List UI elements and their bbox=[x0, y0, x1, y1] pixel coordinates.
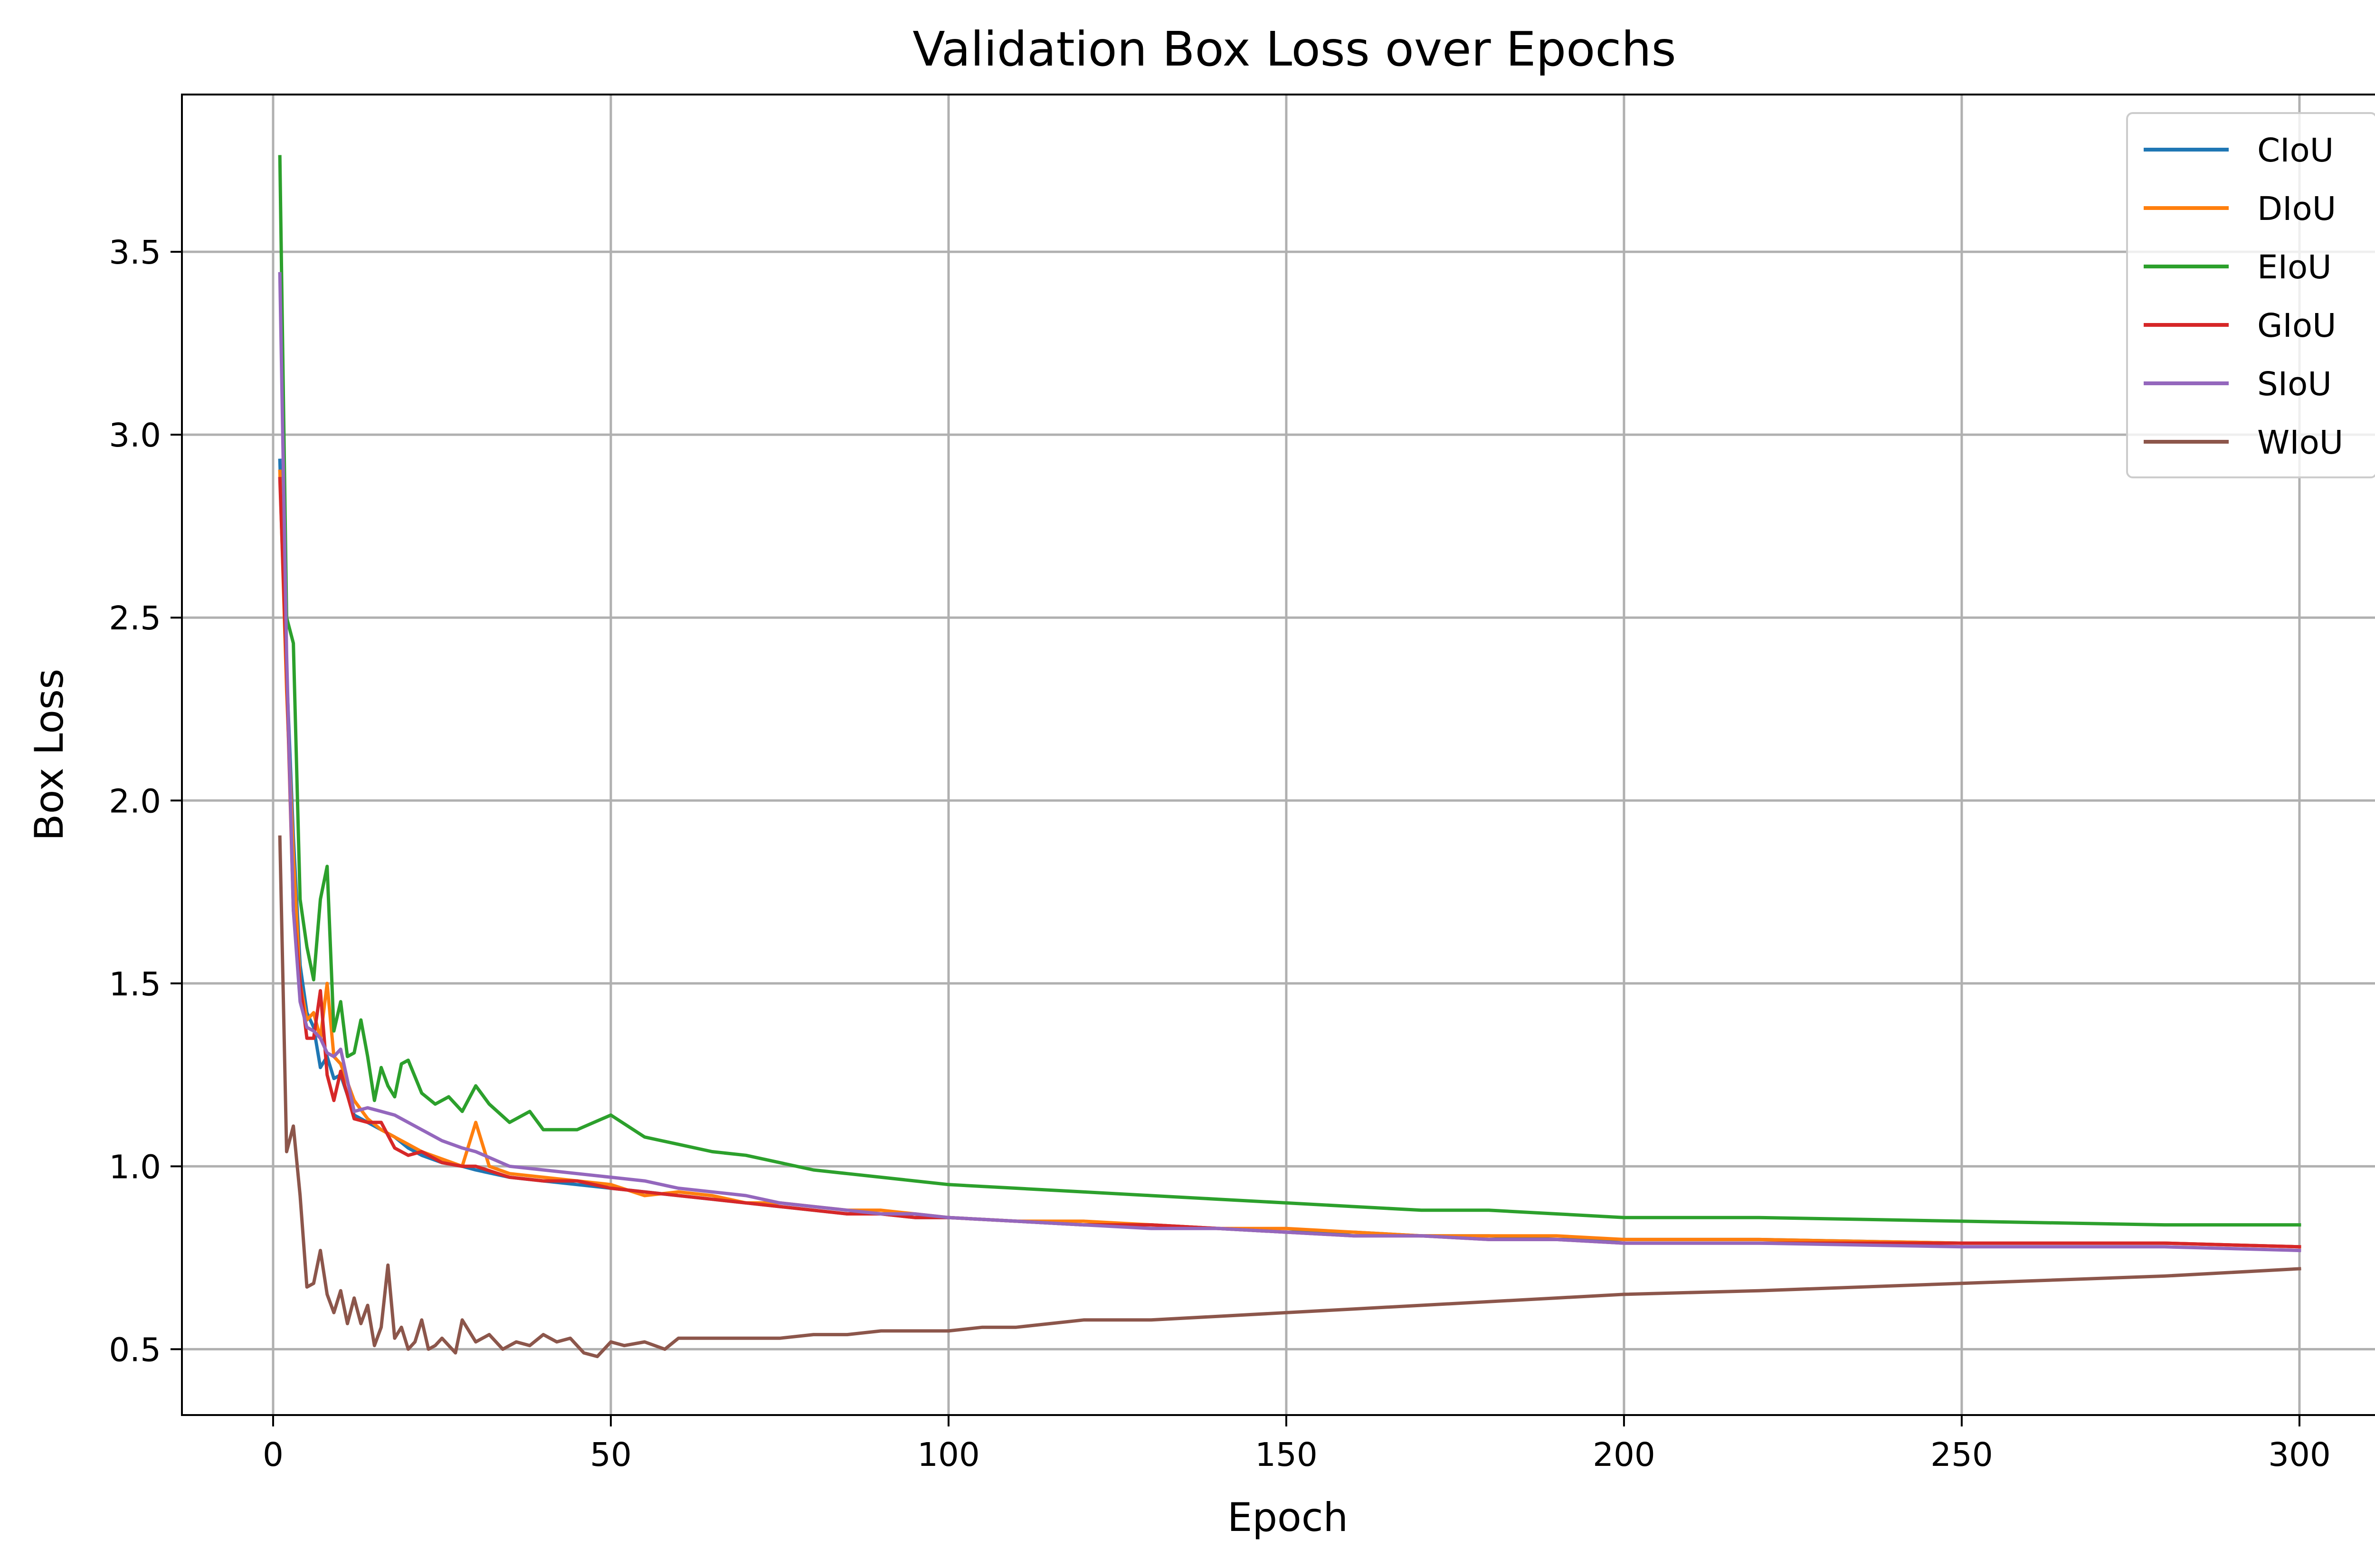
axis-ticks: 0 50 100 150 200 250 300 0.5 1.0 1.5 2.0 2.5 3.0 3.5 bbox=[109, 234, 2331, 1474]
x-axis-label: Epoch bbox=[1227, 1494, 1348, 1540]
y-tick-label: 3.5 bbox=[109, 234, 161, 272]
y-tick-label: 1.0 bbox=[109, 1148, 161, 1186]
chart-title: Validation Box Loss over Epochs bbox=[912, 21, 1676, 77]
legend-label-giou: GIoU bbox=[2257, 307, 2337, 345]
x-tick-label: 150 bbox=[1255, 1436, 1318, 1474]
y-tick-label: 3.0 bbox=[109, 417, 161, 455]
series-line-wiou bbox=[278, 835, 2301, 1359]
x-tick-label: 300 bbox=[2268, 1436, 2331, 1474]
legend-label-wiou: WIoU bbox=[2257, 424, 2343, 462]
grid-lines bbox=[182, 95, 2375, 1415]
x-tick-label: 50 bbox=[590, 1436, 632, 1474]
legend-box bbox=[2126, 112, 2375, 478]
legend-label-diou: DIoU bbox=[2257, 190, 2336, 228]
y-tick-label: 2.0 bbox=[109, 782, 161, 820]
plot-frame bbox=[181, 94, 2375, 1416]
legend: CIoU DIoU EIoU GIoU SIoU WIoU bbox=[2126, 112, 2375, 478]
legend-label-eiou: EIoU bbox=[2257, 248, 2332, 286]
x-tick-label: 250 bbox=[1930, 1436, 1993, 1474]
y-tick-label: 0.5 bbox=[109, 1331, 161, 1369]
y-tick-label: 2.5 bbox=[109, 599, 161, 637]
y-tick-label: 1.5 bbox=[109, 965, 161, 1003]
data-series bbox=[278, 155, 2301, 1359]
series-line-siou bbox=[278, 272, 2301, 1253]
y-axis-label: Box Loss bbox=[26, 669, 72, 841]
legend-label-ciou: CIoU bbox=[2257, 132, 2334, 170]
legend-label-siou: SIoU bbox=[2257, 365, 2332, 403]
x-tick-label: 200 bbox=[1593, 1436, 1655, 1474]
x-tick-label: 100 bbox=[917, 1436, 980, 1474]
series-line-eiou bbox=[278, 155, 2301, 1227]
x-tick-label: 0 bbox=[263, 1436, 284, 1474]
